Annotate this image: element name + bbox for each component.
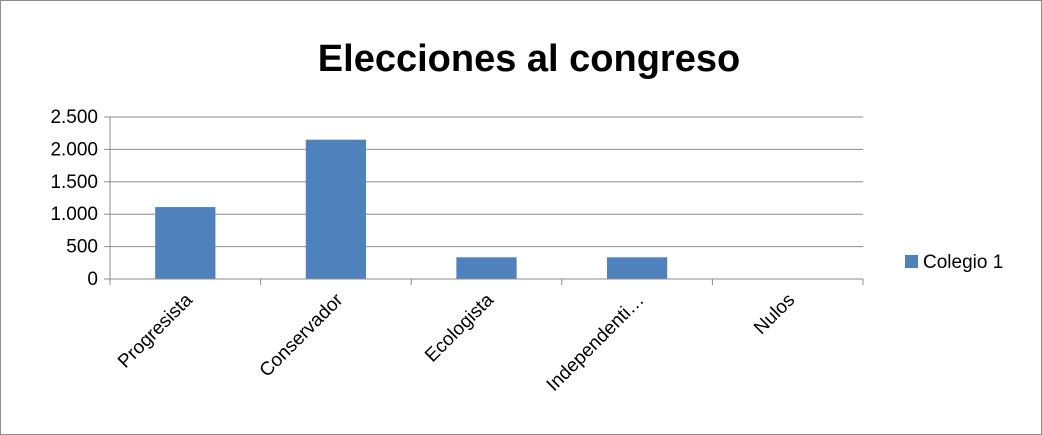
x-tick-label: Independenti… xyxy=(543,290,649,396)
y-tick-label: 2.000 xyxy=(50,139,98,160)
bar xyxy=(155,207,216,279)
axes xyxy=(104,116,864,285)
y-tick-labels: 0 500 1.000 1.500 2.000 2.500 xyxy=(50,107,98,290)
y-tick-label: 1.000 xyxy=(50,204,98,225)
x-tick-label: Conservador xyxy=(256,289,348,381)
y-tick-label: 2.500 xyxy=(50,107,98,128)
legend-swatch xyxy=(905,255,918,268)
chart-title: Elecciones al congreso xyxy=(318,38,740,80)
y-tick-label: 500 xyxy=(66,237,98,258)
x-tick-label: Ecologista xyxy=(421,289,498,366)
gridlines xyxy=(110,116,863,248)
bar xyxy=(305,139,367,279)
bars xyxy=(155,139,668,279)
y-tick-label: 1.500 xyxy=(50,172,98,193)
bar xyxy=(606,257,668,279)
bar xyxy=(456,257,517,279)
legend: Colegio 1 xyxy=(905,252,1003,273)
y-tick-label: 0 xyxy=(87,269,98,290)
x-tick-labels: Progresista Conservador Ecologista Independ… xyxy=(114,289,799,395)
x-tick-label: Progresista xyxy=(114,289,197,372)
x-tick-label: Nulos xyxy=(750,290,799,339)
legend-label: Colegio 1 xyxy=(923,252,1003,273)
